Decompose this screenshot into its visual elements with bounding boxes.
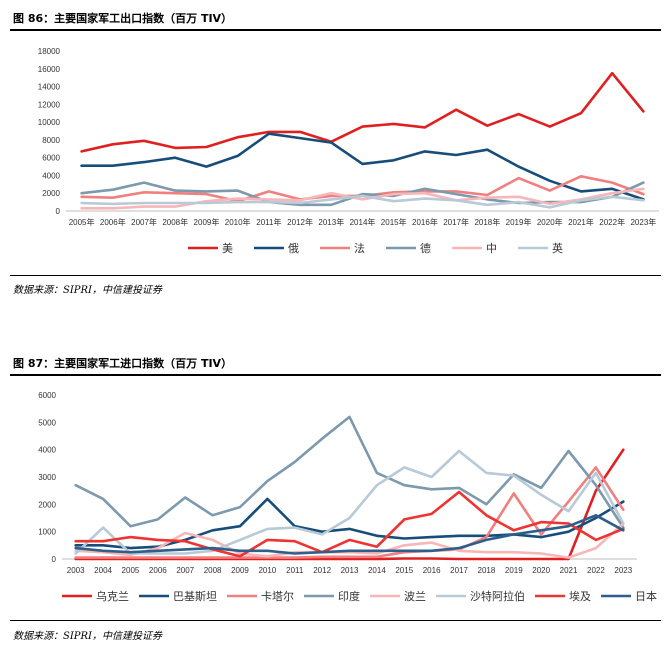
import-index-chart: 0 1000 2000 3000 4000 5000 6000 2003 2004 2005 200… — [38, 391, 657, 603]
figure-87-source: 数据来源：SIPRI，中信建投证券 — [13, 631, 163, 642]
x-tick-label: 2012 — [313, 566, 331, 575]
y-tick-label: 4000 — [38, 446, 56, 455]
series-line-0 — [74, 448, 625, 561]
series-line-3 — [80, 181, 645, 207]
legend-label-1: 巴基斯坦 — [173, 589, 217, 603]
y-tick-label: 18000 — [38, 47, 61, 56]
x-tick-label: 2018年 — [474, 217, 500, 227]
x-tick-label: 2023 — [614, 566, 632, 575]
series-line-0 — [80, 71, 645, 153]
y-tick-label: 6000 — [42, 154, 60, 163]
series-line-5 — [80, 194, 645, 209]
x-tick-label: 2010年 — [225, 217, 251, 227]
legend-label-3: 印度 — [338, 589, 360, 603]
x-tick-label: 2008 — [204, 566, 222, 575]
y-tick-label: 8000 — [42, 136, 60, 145]
y-tick-label: 4000 — [42, 171, 60, 180]
x-tick-label: 2011 — [286, 566, 304, 575]
y-tick-label: 0 — [52, 555, 57, 564]
export-index-chart: 0 2000 4000 6000 8000 10000 12000 14000 16000 180… — [38, 47, 659, 255]
series-line-3 — [74, 415, 625, 529]
legend-label-4: 中 — [486, 242, 497, 255]
x-tick-label: 2015年 — [381, 217, 407, 227]
series-line-6 — [74, 490, 625, 558]
x-tick-label: 2021 — [560, 566, 578, 575]
x-tick-label: 2014 — [368, 566, 386, 575]
x-tick-label: 2022年 — [599, 217, 625, 227]
figure-86-bottom-rule — [10, 275, 661, 276]
series-line-7 — [74, 514, 625, 555]
figure-86-source: 数据来源：SIPRI，中信建投证券 — [13, 285, 163, 296]
series-line-1 — [80, 132, 645, 201]
x-tick-label: 2022 — [587, 566, 605, 575]
x-tick-label: 2018 — [478, 566, 496, 575]
figure-87-title: 图 87：主要国家军工进口指数（百万 TIV） — [13, 357, 233, 370]
x-tick-label: 2005 — [122, 566, 140, 575]
legend-label-4: 波兰 — [404, 590, 426, 603]
x-tick-label: 2021年 — [568, 217, 594, 227]
y-tick-label: 6000 — [38, 391, 56, 400]
x-tick-label: 2017 — [450, 566, 468, 575]
legend-label-2: 法 — [354, 241, 365, 255]
x-tick-label: 2007年 — [131, 217, 157, 227]
x-tick-label: 2009 — [231, 566, 249, 575]
legend-label-5: 英 — [552, 241, 563, 255]
x-tick-label: 2004 — [94, 566, 112, 575]
figure-87-top-rule — [10, 374, 661, 376]
legend-label-5: 沙特阿拉伯 — [470, 589, 525, 603]
y-tick-label: 12000 — [38, 100, 61, 109]
x-tick-label: 2009年 — [194, 217, 220, 227]
series-line-5 — [74, 449, 625, 555]
x-tick-label: 2020 — [532, 566, 550, 575]
series-line-2 — [74, 466, 625, 559]
x-tick-label: 2003 — [67, 566, 85, 575]
figure-87-bottom-rule — [10, 620, 661, 621]
x-tick-label: 2013年 — [318, 217, 344, 227]
x-tick-label: 2006 — [149, 566, 167, 575]
y-tick-label: 10000 — [38, 118, 61, 127]
y-tick-label: 3000 — [38, 473, 56, 482]
x-tick-label: 2023年 — [630, 217, 656, 227]
y-tick-label: 16000 — [38, 65, 61, 74]
x-tick-label: 2005年 — [69, 217, 95, 227]
x-tick-label: 2017年 — [443, 217, 469, 227]
legend-label-6: 埃及 — [569, 589, 591, 603]
x-tick-label: 2019年 — [506, 217, 532, 227]
legend-label-0: 乌克兰 — [96, 589, 129, 603]
x-tick-label: 2014年 — [350, 217, 376, 227]
legend-label-1: 俄 — [288, 242, 299, 255]
legend-label-0: 美 — [222, 242, 233, 255]
legend-label-7: 日本 — [635, 589, 657, 603]
series-line-4 — [80, 187, 645, 210]
x-tick-label: 2015 — [395, 566, 413, 575]
legend-label-2: 卡塔尔 — [261, 590, 294, 603]
y-tick-label: 2000 — [42, 189, 60, 198]
x-tick-label: 2006年 — [100, 217, 126, 227]
y-tick-label: 1000 — [38, 528, 56, 537]
x-tick-label: 2016年 — [412, 217, 438, 227]
y-tick-label: 2000 — [38, 500, 56, 509]
x-tick-label: 2013 — [341, 566, 359, 575]
figure-86-title: 图 86：主要国家军工出口指数（百万 TIV） — [13, 12, 233, 25]
x-tick-label: 2011年 — [256, 217, 281, 227]
x-tick-label: 2008年 — [162, 217, 188, 227]
y-tick-label: 5000 — [38, 418, 56, 427]
x-tick-label: 2019 — [505, 566, 523, 575]
series-line-4 — [74, 522, 625, 559]
x-tick-label: 2020年 — [537, 217, 563, 227]
y-tick-label: 14000 — [38, 83, 61, 92]
y-tick-label: 0 — [56, 207, 61, 216]
legend-label-3: 德 — [420, 241, 431, 255]
figure-86-top-rule — [10, 29, 661, 31]
x-tick-label: 2010 — [258, 566, 276, 575]
x-tick-label: 2007 — [176, 566, 194, 575]
x-tick-label: 2016 — [423, 566, 441, 575]
x-tick-label: 2012年 — [287, 217, 313, 227]
